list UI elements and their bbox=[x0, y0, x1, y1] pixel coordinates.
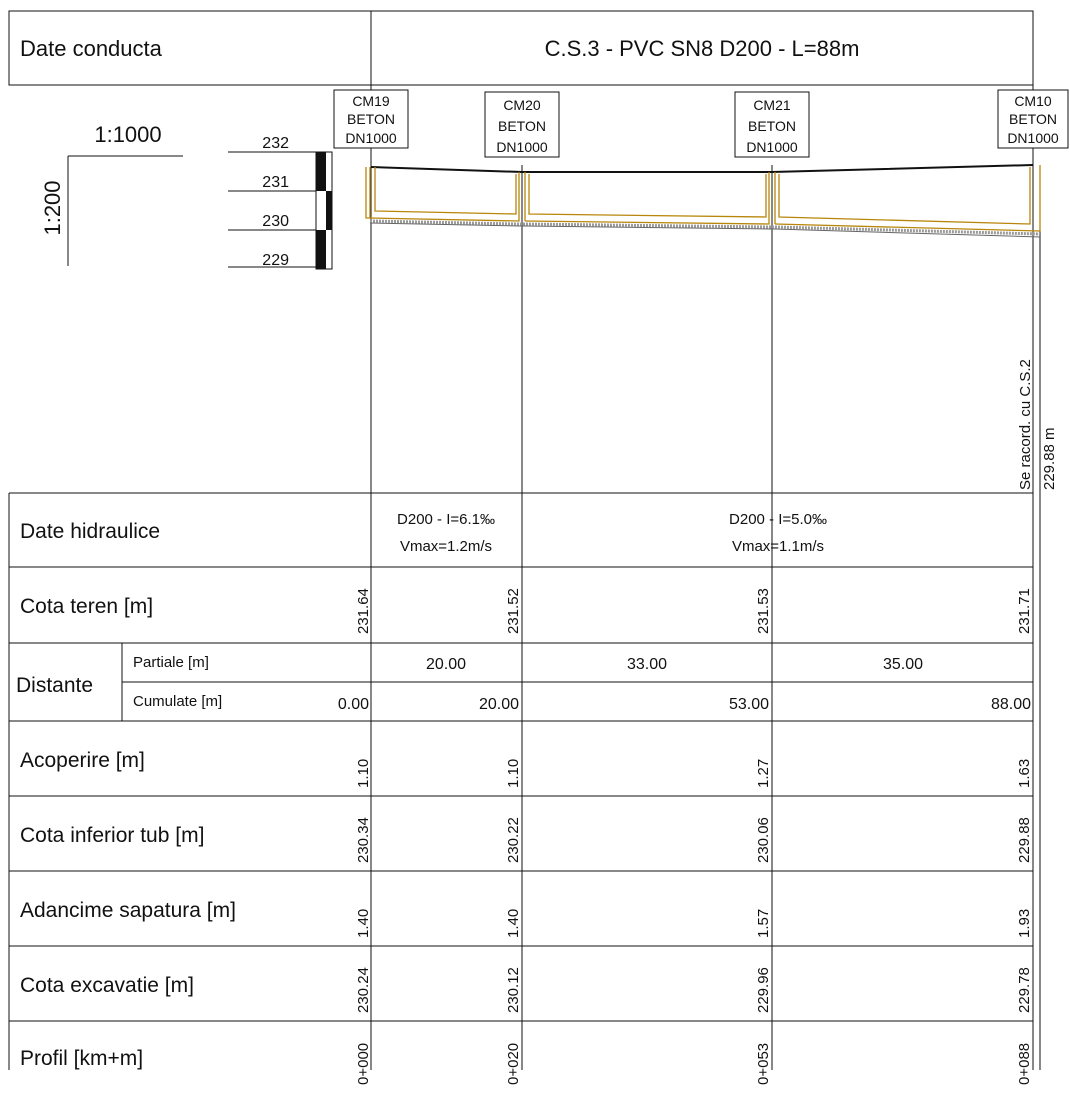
horizontal-scale: 1:1000 bbox=[94, 122, 161, 147]
adancime-value: 1.40 bbox=[355, 909, 372, 938]
acoperire-value: 1.10 bbox=[355, 759, 372, 788]
scale-block: 1:1000 1:200 232 231 230 229 bbox=[40, 122, 332, 269]
manhole-label-cm19: CM19 BETON DN1000 bbox=[334, 90, 408, 148]
cumulate-label: Cumulate [m] bbox=[133, 693, 222, 710]
cota-teren-value: 231.53 bbox=[755, 588, 772, 634]
manhole-name: CM21 bbox=[753, 97, 791, 113]
cumulate-value: 0.00 bbox=[338, 696, 369, 713]
partiale-value: 33.00 bbox=[627, 656, 667, 673]
partiale-label: Partiale [m] bbox=[133, 654, 209, 671]
adancime-label: Adancime sapatura [m] bbox=[20, 899, 236, 922]
trench-wall bbox=[366, 167, 370, 218]
manhole-size: DN1000 bbox=[746, 139, 798, 155]
data-table: Date hidraulice D200 - I=6.1‰ Vmax=1.2m/… bbox=[9, 493, 1033, 1085]
distante-label: Distante bbox=[16, 674, 93, 697]
adancime-value: 1.40 bbox=[505, 909, 522, 938]
elevation-tick-230: 230 bbox=[262, 213, 289, 230]
manhole-size: DN1000 bbox=[345, 130, 397, 146]
cota-inferior-value: 230.34 bbox=[355, 817, 372, 863]
ruler-segment bbox=[326, 191, 332, 230]
cota-teren-label: Cota teren [m] bbox=[20, 595, 153, 618]
manhole-name: CM19 bbox=[352, 93, 390, 109]
cota-inferior-value: 229.88 bbox=[1016, 817, 1033, 863]
cota-teren-value: 231.64 bbox=[355, 588, 372, 634]
trench-segment-3 bbox=[779, 167, 1030, 224]
header-frame bbox=[9, 11, 1033, 85]
acoperire-value: 1.10 bbox=[505, 759, 522, 788]
trench-outline bbox=[366, 165, 1040, 231]
elevation-tick-229: 229 bbox=[262, 252, 289, 269]
acoperire-label: Acoperire [m] bbox=[20, 749, 145, 772]
manhole-material: BETON bbox=[748, 118, 796, 134]
vertical-scale: 1:200 bbox=[40, 180, 65, 235]
elevation-ruler: 232 231 230 229 bbox=[228, 135, 332, 269]
cota-inferior-value: 230.06 bbox=[755, 817, 772, 863]
ruler-segment bbox=[316, 152, 326, 191]
ruler-segment bbox=[316, 230, 326, 269]
cota-excavatie-value: 229.96 bbox=[755, 967, 772, 1013]
hydraulic-segment-2-line2: Vmax=1.1m/s bbox=[732, 538, 824, 555]
profil-value: 0+020 bbox=[505, 1043, 522, 1085]
elevation-tick-231: 231 bbox=[262, 174, 289, 191]
cota-inferior-label: Cota inferior tub [m] bbox=[20, 824, 204, 847]
manhole-label-cm21: CM21 BETON DN1000 bbox=[735, 92, 809, 157]
manhole-label-cm10: CM10 BETON DN1000 bbox=[998, 90, 1068, 148]
cota-excavatie-label: Cota excavatie [m] bbox=[20, 974, 194, 997]
bedding-line bbox=[370, 223, 1040, 237]
adancime-value: 1.93 bbox=[1016, 909, 1033, 938]
manhole-name: CM10 bbox=[1014, 93, 1052, 109]
cumulate-value: 88.00 bbox=[991, 696, 1031, 713]
cota-inferior-value: 230.22 bbox=[505, 817, 522, 863]
connection-note: Se racord. cu C.S.2 bbox=[1017, 359, 1034, 490]
hydraulic-segment-1-line1: D200 - I=6.1‰ bbox=[397, 511, 495, 528]
cota-excavatie-value: 230.24 bbox=[355, 967, 372, 1013]
cumulate-value: 53.00 bbox=[729, 696, 769, 713]
hydraulic-label: Date hidraulice bbox=[20, 520, 160, 543]
profil-value: 0+053 bbox=[755, 1043, 772, 1085]
manhole-size: DN1000 bbox=[496, 139, 548, 155]
hydraulic-segment-2-line1: D200 - I=5.0‰ bbox=[729, 511, 827, 528]
ground-line bbox=[371, 165, 1033, 172]
cota-excavatie-value: 229.78 bbox=[1016, 967, 1033, 1013]
acoperire-value: 1.27 bbox=[755, 759, 772, 788]
adancime-value: 1.57 bbox=[755, 909, 772, 938]
manhole-size: DN1000 bbox=[1007, 130, 1059, 146]
pipe-title: C.S.3 - PVC SN8 D200 - L=88m bbox=[545, 36, 860, 61]
profil-label: Profil [km+m] bbox=[20, 1047, 143, 1070]
header-label: Date conducta bbox=[20, 36, 163, 61]
partiale-value: 35.00 bbox=[883, 656, 923, 673]
manhole-material: BETON bbox=[498, 118, 546, 134]
cota-excavatie-value: 230.12 bbox=[505, 967, 522, 1013]
trench-segment-2 bbox=[529, 174, 766, 217]
connection-elevation: 229.88 m bbox=[1041, 427, 1058, 490]
hydraulic-segment-1-line2: Vmax=1.2m/s bbox=[400, 538, 492, 555]
header: Date conducta C.S.3 - PVC SN8 D200 - L=8… bbox=[9, 11, 1033, 85]
trench-segment-1 bbox=[375, 167, 516, 214]
manhole-material: BETON bbox=[347, 111, 395, 127]
manhole-label-cm20: CM20 BETON DN1000 bbox=[485, 92, 559, 157]
profil-value: 0+088 bbox=[1016, 1043, 1033, 1085]
acoperire-value: 1.63 bbox=[1016, 759, 1033, 788]
manhole-name: CM20 bbox=[503, 97, 541, 113]
cumulate-value: 20.00 bbox=[479, 696, 519, 713]
elevation-tick-232: 232 bbox=[262, 135, 289, 152]
manhole-material: BETON bbox=[1009, 111, 1057, 127]
profil-value: 0+000 bbox=[355, 1043, 372, 1085]
cota-teren-value: 231.52 bbox=[505, 588, 522, 634]
cota-teren-value: 231.71 bbox=[1016, 588, 1033, 634]
partiale-value: 20.00 bbox=[426, 656, 466, 673]
